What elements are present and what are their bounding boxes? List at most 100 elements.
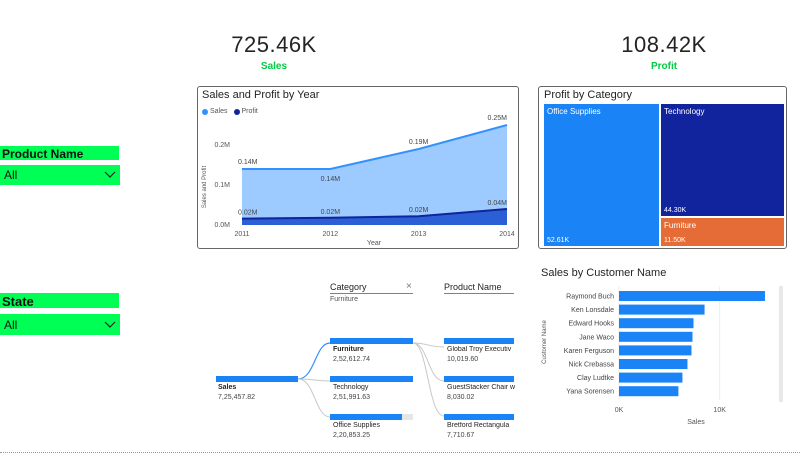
bar-xtick: 10K: [713, 407, 726, 414]
page-bottom-divider: [0, 452, 800, 453]
customer-sales-bar[interactable]: [619, 345, 692, 356]
profit-kpi-label: Profit: [650, 61, 678, 72]
decomp-product-2-label: GuestStacker Chair w: [447, 384, 515, 391]
sales-kpi-value: 725.46K: [231, 32, 317, 57]
customer-sales-bar[interactable]: [619, 359, 688, 369]
legend-marker-sales: [202, 108, 208, 115]
bar-category-label: Karen Ferguson: [564, 348, 614, 355]
bar-category-label: Jane Waco: [579, 334, 614, 341]
area-chart-ylabel: Sales and Profit: [202, 165, 208, 208]
chevron-down-icon: [104, 321, 116, 328]
bar-chart-svg: Customer Name Sales Raymond Buch Ken Lons…: [542, 286, 783, 426]
bar-category-label: Nick Crebassa: [568, 362, 614, 369]
legend-label-sales: Sales: [210, 108, 228, 115]
bar-chart-scrollbar[interactable]: [779, 286, 783, 402]
profit-by-category-panel[interactable]: Profit by Category Office Supplies 52.61…: [538, 86, 787, 249]
decomp-product-1-bar[interactable]: [444, 338, 514, 344]
area-chart-xlabel: Year: [367, 240, 382, 247]
legend-marker-profit: [233, 108, 240, 115]
treemap-value-furniture: 11.50K: [664, 237, 686, 244]
treemap-value-office-supplies: 52.61K: [547, 237, 570, 244]
decomp-product-2-value: 8,030.02: [447, 394, 475, 401]
bar-chart-ylabel: Customer Name: [542, 320, 548, 364]
area-xtick: 2011: [234, 231, 249, 238]
area-ytick: 0.1M: [214, 182, 230, 189]
sales-line: [242, 124, 508, 170]
treemap-cell-furniture[interactable]: Furniture 11.50K: [661, 218, 784, 246]
decomp-root-bar[interactable]: [216, 376, 298, 382]
connector-furniture-product1: [412, 342, 445, 348]
decomp-product-3-bar[interactable]: [444, 414, 514, 420]
area-chart-svg: Sales and Profit Year 0.2M 0.1M 0.0M 2011 2…: [202, 115, 515, 247]
sales-kpi-label: Sales: [260, 61, 288, 72]
customer-sales-bar[interactable]: [619, 304, 705, 315]
decomp-node-office-value: 2,20,853.25: [333, 432, 370, 439]
profit-data-label: 0.02M: [238, 210, 258, 217]
decomp-product-1-label: Global Troy Executiv: [447, 346, 512, 353]
product-header-underline: [444, 293, 514, 294]
product-name-slicer-title: Product Name: [0, 146, 119, 161]
decomp-root-value: 7,25,457.82: [218, 394, 255, 401]
area-xtick: 2012: [323, 231, 339, 238]
decomp-node-technology-label: Technology: [333, 384, 369, 391]
treemap-label-furniture: Furniture: [664, 221, 697, 230]
decomp-node-office-label: Office Supplies: [333, 422, 380, 429]
bar-chart-title: Sales by Customer Name: [541, 267, 667, 279]
legend-item-sales: Sales: [202, 108, 228, 115]
treemap-cell-office-supplies[interactable]: Office Supplies 52.61K: [544, 104, 659, 246]
bar-category-label: Ken Lonsdale: [571, 307, 614, 314]
customer-sales-bar[interactable]: [619, 372, 683, 383]
close-icon[interactable]: ×: [406, 281, 412, 292]
connector-sales-technology: [297, 378, 331, 382]
sales-data-label: 0.14M: [238, 159, 258, 166]
customer-sales-bar[interactable]: [619, 291, 765, 301]
area-ytick: 0.0M: [214, 222, 230, 229]
bar-category-label: Raymond Buch: [566, 294, 614, 301]
decomp-column-product-header[interactable]: Product Name: [444, 282, 502, 292]
decomp-category-filter: Furniture: [330, 296, 359, 303]
sales-data-label: 0.19M: [409, 139, 429, 146]
decomp-node-office-bar[interactable]: [330, 414, 403, 420]
decomp-node-technology-bar[interactable]: [330, 376, 413, 382]
area-xtick: 2013: [411, 231, 427, 238]
decomp-column-category-header[interactable]: Category: [330, 282, 367, 292]
legend-item-profit: Profit: [233, 108, 258, 115]
bar-xtick: 0K: [615, 407, 624, 414]
connector-sales-furniture: [297, 342, 331, 380]
profit-data-label: 0.02M: [321, 209, 341, 216]
treemap-cell-technology[interactable]: Technology 44.30K: [661, 104, 784, 216]
state-slicer-title: State: [0, 293, 119, 309]
connector-sales-office: [297, 378, 331, 418]
treemap-label-office-supplies: Office Supplies: [547, 107, 601, 116]
product-name-dropdown-value: All: [4, 168, 18, 182]
area-ytick: 0.2M: [214, 142, 230, 149]
customer-sales-bar[interactable]: [619, 318, 694, 329]
bar-category-label: Edward Hooks: [568, 321, 614, 328]
decomp-node-furniture-bar[interactable]: [330, 338, 413, 344]
sales-data-label: 0.25M: [488, 115, 508, 122]
profit-data-label: 0.02M: [409, 207, 429, 214]
treemap-value-technology: 44.30K: [664, 207, 687, 214]
legend-label-profit: Profit: [241, 108, 258, 115]
customer-sales-bar[interactable]: [619, 331, 693, 342]
decomp-product-3-label: Bretford Rectangula: [447, 422, 510, 429]
state-dropdown[interactable]: All: [0, 314, 120, 335]
bar-chart-xlabel: Sales: [687, 419, 705, 426]
decomp-node-furniture-label: Furniture: [333, 346, 364, 353]
chevron-down-icon: [104, 171, 116, 178]
treemap-title: Profit by Category: [544, 89, 633, 101]
customer-sales-bar[interactable]: [619, 386, 679, 397]
decomp-root-label: Sales: [218, 384, 237, 391]
connector-furniture-product2: [412, 342, 445, 382]
state-dropdown-value: All: [4, 317, 18, 332]
area-chart-legend: Sales Profit: [202, 108, 258, 115]
bar-category-label: Clay Ludtke: [577, 375, 614, 382]
sales-profit-by-year-panel[interactable]: Sales and Profit by Year Sales Profit Sa…: [197, 86, 519, 249]
category-header-underline: [330, 293, 413, 294]
sales-area: [242, 125, 507, 225]
connector-furniture-product3: [412, 342, 445, 417]
area-xtick: 2014: [499, 231, 515, 238]
decomp-product-2-bar[interactable]: [444, 376, 514, 382]
product-name-dropdown[interactable]: All: [0, 165, 120, 185]
profit-kpi-value: 108.42K: [621, 32, 707, 57]
